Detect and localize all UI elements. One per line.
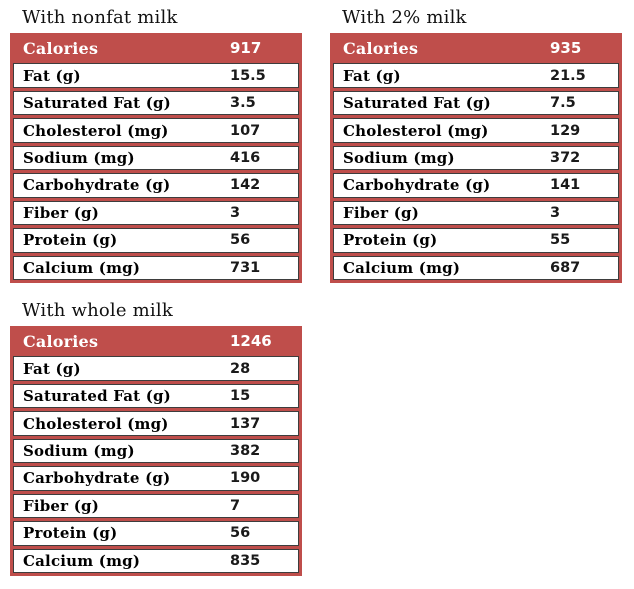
table-row: Calcium (mg) 835	[13, 548, 299, 573]
table-row: Sodium (mg) 416	[13, 145, 299, 171]
nutrition-table-whole: Calories 1246 Fat (g) 28 Saturated Fat (…	[10, 326, 302, 576]
nutrient-label: Calcium (mg)	[23, 551, 141, 570]
nutrition-block-2percent-milk: With 2% milk Calories 935 Fat (g) 21.5 S…	[330, 7, 622, 283]
nutrient-value: 137	[230, 415, 261, 432]
nutrient-label: Saturated Fat (g)	[23, 94, 171, 113]
nutrient-value: 3	[230, 204, 241, 221]
nutrient-value: 731	[230, 259, 261, 276]
table-row: Sodium (mg) 382	[13, 438, 299, 464]
header-value: 1246	[230, 332, 272, 351]
table-row: Fiber (g) 7	[13, 493, 299, 519]
nutrient-value: 21.5	[550, 67, 586, 84]
nutrient-value: 15.5	[230, 67, 266, 84]
nutrient-value: 7	[230, 497, 241, 514]
table-row: Fat (g) 21.5	[333, 63, 619, 88]
nutrient-label: Fiber (g)	[23, 203, 99, 222]
table-row: Carbohydrate (g) 142	[13, 173, 299, 198]
table-row: Fiber (g) 3	[13, 200, 299, 226]
table-row: Saturated Fat (g) 7.5	[333, 90, 619, 116]
nutrient-value: 56	[230, 232, 251, 249]
table-row: Fat (g) 15.5	[13, 63, 299, 88]
table-row: Fiber (g) 3	[333, 200, 619, 226]
nutrient-label: Sodium (mg)	[23, 441, 135, 460]
nutrition-block-whole-milk: With whole milk Calories 1246 Fat (g) 28…	[10, 300, 302, 576]
nutrient-label: Saturated Fat (g)	[23, 387, 171, 406]
nutrient-value: 107	[230, 122, 261, 139]
table-row: Fat (g) 28	[13, 356, 299, 381]
nutrient-label: Sodium (mg)	[343, 148, 455, 167]
table-row: Sodium (mg) 372	[333, 145, 619, 171]
table-row: Carbohydrate (g) 141	[333, 173, 619, 198]
nutrient-label: Protein (g)	[23, 231, 118, 250]
nutrient-label: Carbohydrate (g)	[23, 469, 171, 488]
nutrient-label: Cholesterol (mg)	[23, 121, 169, 140]
nutrient-label: Cholesterol (mg)	[23, 414, 169, 433]
nutrient-value: 372	[550, 149, 581, 166]
header-label: Calories	[343, 38, 419, 58]
nutrient-label: Fat (g)	[343, 66, 401, 85]
table-row: Cholesterol (mg) 129	[333, 118, 619, 143]
nutrient-value: 141	[550, 177, 581, 194]
nutrition-table-nonfat: Calories 917 Fat (g) 15.5 Saturated Fat …	[10, 33, 302, 283]
nutrient-label: Carbohydrate (g)	[343, 176, 491, 195]
nutrient-value: 7.5	[550, 95, 576, 112]
nutrient-label: Cholesterol (mg)	[343, 121, 489, 140]
table-row: Calcium (mg) 687	[333, 255, 619, 280]
table-title: With whole milk	[22, 300, 173, 321]
nutrient-value: 28	[230, 360, 251, 377]
table-row: Carbohydrate (g) 190	[13, 466, 299, 491]
nutrient-value: 3	[550, 204, 561, 221]
table-row: Saturated Fat (g) 3.5	[13, 90, 299, 116]
header-label: Calories	[23, 38, 99, 58]
nutrient-label: Fiber (g)	[343, 203, 419, 222]
nutrient-label: Sodium (mg)	[23, 148, 135, 167]
nutrient-value: 687	[550, 259, 581, 276]
header-value: 917	[230, 39, 262, 58]
nutrient-value: 382	[230, 442, 261, 459]
table-row: Saturated Fat (g) 15	[13, 383, 299, 409]
nutrient-label: Protein (g)	[343, 231, 438, 250]
nutrient-label: Fat (g)	[23, 359, 81, 378]
table-row: Calcium (mg) 731	[13, 255, 299, 280]
nutrient-label: Calcium (mg)	[343, 258, 461, 277]
table-row: Protein (g) 56	[13, 228, 299, 253]
nutrient-label: Saturated Fat (g)	[343, 94, 491, 113]
table-header-row: Calories 935	[333, 36, 619, 61]
nutrient-value: 55	[550, 232, 571, 249]
nutrition-block-nonfat-milk: With nonfat milk Calories 917 Fat (g) 15…	[10, 7, 302, 283]
nutrient-label: Calcium (mg)	[23, 258, 141, 277]
nutrient-value: 15	[230, 388, 251, 405]
nutrient-label: Carbohydrate (g)	[23, 176, 171, 195]
header-label: Calories	[23, 331, 99, 351]
table-title: With nonfat milk	[22, 7, 178, 28]
table-header-row: Calories 1246	[13, 329, 299, 354]
nutrition-table-2percent: Calories 935 Fat (g) 21.5 Saturated Fat …	[330, 33, 622, 283]
table-title: With 2% milk	[342, 7, 467, 28]
nutrient-value: 56	[230, 525, 251, 542]
nutrient-value: 129	[550, 122, 581, 139]
header-value: 935	[550, 39, 582, 58]
table-row: Cholesterol (mg) 107	[13, 118, 299, 143]
table-row: Cholesterol (mg) 137	[13, 411, 299, 436]
nutrient-label: Fiber (g)	[23, 496, 99, 515]
nutrient-label: Protein (g)	[23, 524, 118, 543]
nutrient-value: 835	[230, 552, 261, 569]
nutrient-value: 190	[230, 470, 261, 487]
nutrient-value: 416	[230, 149, 261, 166]
nutrient-value: 142	[230, 177, 261, 194]
table-row: Protein (g) 56	[13, 521, 299, 546]
table-row: Protein (g) 55	[333, 228, 619, 253]
nutrient-value: 3.5	[230, 95, 256, 112]
table-header-row: Calories 917	[13, 36, 299, 61]
nutrient-label: Fat (g)	[23, 66, 81, 85]
